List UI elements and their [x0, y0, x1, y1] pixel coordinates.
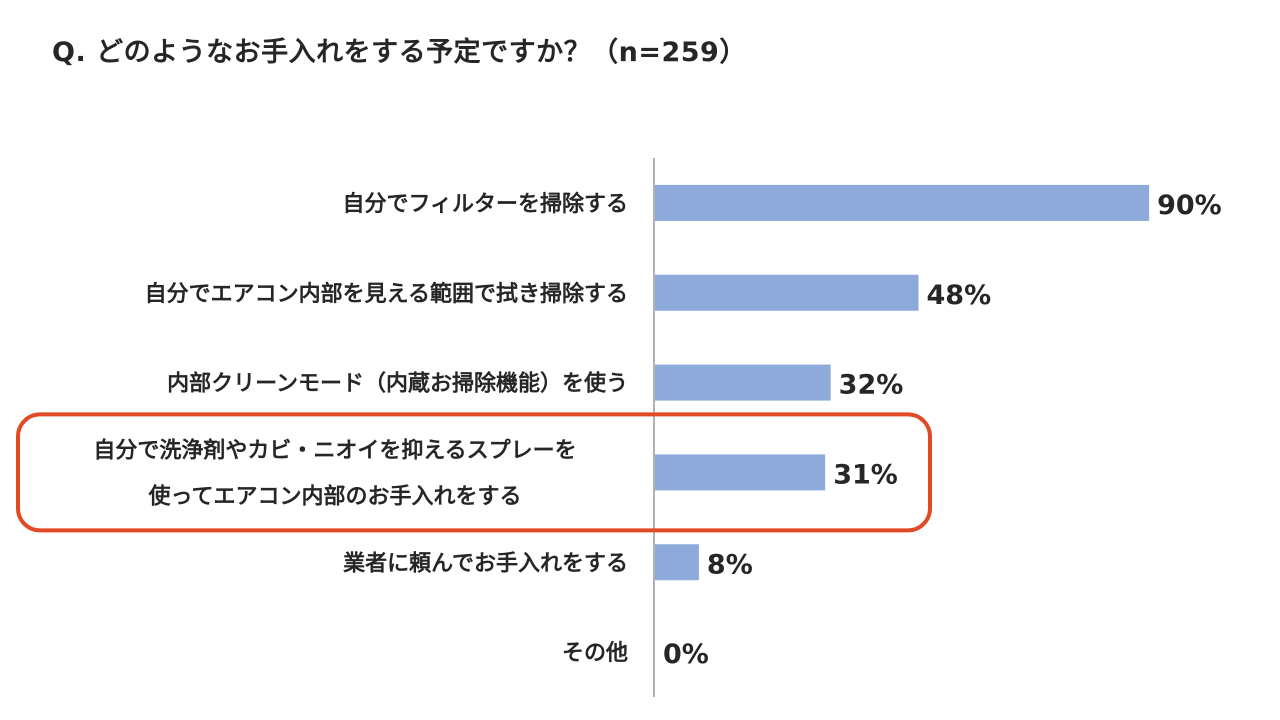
category-label: 自分でフィルターを掃除する — [342, 191, 628, 217]
category-label: 自分でエアコン内部を見える範囲で拭き掃除する — [145, 281, 628, 307]
highlight-box — [16, 412, 932, 533]
chart-title: Q. どのようなお手入れをする予定ですか？（n=259） — [52, 37, 747, 68]
value-label: 31% — [833, 459, 898, 490]
value-label: 0% — [663, 639, 709, 670]
category-label: 内部クリーンモード（内蔵お掃除機能）を使う — [167, 371, 628, 397]
category-label: 業者に頼んでお手入れをする — [343, 551, 628, 576]
bar — [655, 184, 1150, 221]
category-label: 使ってエアコン内部のお手入れをする — [148, 483, 522, 509]
bar — [655, 544, 699, 581]
value-label: 8% — [707, 549, 753, 580]
bars-group — [655, 184, 1150, 581]
bar — [655, 454, 826, 491]
value-label: 48% — [927, 280, 992, 311]
value-label: 90% — [1157, 190, 1222, 221]
category-label: 自分で洗浄剤やカビ・ニオイを抑えるスプレーを — [93, 437, 576, 463]
category-labels-group: 自分でフィルターを掃除する自分でエアコン内部を見える範囲で拭き掃除する内部クリー… — [93, 191, 628, 666]
category-label: その他 — [562, 641, 628, 666]
bar — [655, 364, 831, 401]
value-labels-group: 90% 48% 32% 31% 8% 0% — [663, 190, 1222, 670]
value-label: 32% — [839, 370, 904, 401]
bar — [655, 274, 919, 311]
